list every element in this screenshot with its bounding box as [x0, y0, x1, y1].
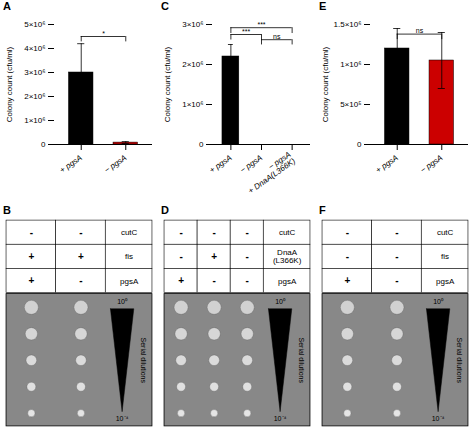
svg-text:Serial dilutions: Serial dilutions [140, 337, 147, 383]
svg-text:-: - [346, 227, 349, 238]
html-text:B: B [3, 204, 11, 216]
svg-text:5×10⁵: 5×10⁵ [340, 100, 361, 109]
svg-text:5×10⁶: 5×10⁶ [24, 20, 45, 29]
svg-text:2×10⁶: 2×10⁶ [24, 92, 45, 101]
svg-text:ns: ns [416, 27, 424, 34]
svg-text:1×10⁶: 1×10⁶ [24, 116, 45, 125]
svg-text:-: - [246, 227, 249, 238]
svg-text:pgsA: pgsA [278, 277, 297, 286]
svg-text:-: - [79, 275, 82, 286]
svg-text:3×10⁶: 3×10⁶ [182, 20, 203, 29]
svg-text:-: - [79, 227, 82, 238]
svg-text:-: - [212, 227, 215, 238]
svg-text:10⁻⁴: 10⁻⁴ [116, 415, 129, 422]
svg-text:-: - [30, 227, 33, 238]
svg-text:10⁰: 10⁰ [433, 298, 444, 305]
svg-text:+: + [211, 251, 217, 262]
svg-text:+: + [344, 275, 350, 286]
svg-text:Colony count (cfu/ml): Colony count (cfu/ml) [321, 46, 330, 122]
svg-text:-: - [395, 227, 398, 238]
svg-text:+: + [178, 275, 184, 286]
svg-text:− pgsA: − pgsA [103, 153, 129, 175]
svg-text:+ pgsA: + pgsA [58, 153, 84, 175]
svg-text:-: - [212, 275, 215, 286]
svg-text:10⁰: 10⁰ [117, 298, 128, 305]
svg-text:cutC: cutC [121, 228, 138, 237]
svg-text:Colony count (cfu/ml): Colony count (cfu/ml) [5, 46, 14, 122]
svg-text:0: 0 [199, 140, 204, 149]
svg-text:cutC: cutC [279, 228, 296, 237]
html-text:E: E [319, 0, 327, 12]
svg-text:1×10⁶: 1×10⁶ [340, 60, 361, 69]
svg-text:1×10⁶: 1×10⁶ [182, 100, 203, 109]
svg-text:+ pgsA: + pgsA [208, 153, 234, 175]
svg-text:− pgsA: − pgsA [419, 153, 445, 175]
svg-text:+ pgsA: + pgsA [374, 153, 400, 175]
svg-text:-: - [246, 275, 249, 286]
svg-text:3×10⁶: 3×10⁶ [24, 68, 45, 77]
svg-text:10⁻⁴: 10⁻⁴ [274, 415, 287, 422]
svg-text:+: + [78, 251, 84, 262]
html-text:A: A [3, 0, 11, 12]
html-text:C: C [161, 0, 169, 12]
svg-text:-: - [246, 251, 249, 262]
svg-text:-: - [395, 251, 398, 262]
svg-text:0: 0 [357, 140, 362, 149]
svg-text:10⁰: 10⁰ [275, 298, 286, 305]
svg-text:DnaA(L366K): DnaA(L366K) [273, 248, 302, 265]
svg-text:-: - [179, 251, 182, 262]
svg-text:− pgsA+ DnaA(L366K): − pgsA+ DnaA(L366K) [242, 150, 297, 196]
svg-text:10⁻⁴: 10⁻⁴ [432, 415, 445, 422]
html-text:F: F [319, 204, 326, 216]
svg-text:fis: fis [441, 252, 449, 261]
svg-text:cutC: cutC [437, 228, 454, 237]
svg-text:-: - [179, 227, 182, 238]
html-text:D: D [161, 204, 169, 216]
svg-text:+: + [28, 275, 34, 286]
svg-text:− pgsA: − pgsA [238, 153, 264, 175]
svg-text:4×10⁶: 4×10⁶ [24, 44, 45, 53]
svg-text:***: *** [257, 21, 265, 28]
svg-text:pgsA: pgsA [120, 277, 139, 286]
svg-text:***: *** [242, 28, 250, 35]
svg-text:1.5×10⁶: 1.5×10⁶ [334, 20, 362, 29]
svg-text:Serial dilutions: Serial dilutions [456, 337, 463, 383]
svg-text:-: - [346, 251, 349, 262]
svg-text:ns: ns [273, 33, 281, 40]
svg-text:*: * [102, 30, 105, 37]
svg-text:Colony count (cfu/ml): Colony count (cfu/ml) [163, 46, 172, 122]
svg-text:0: 0 [41, 140, 46, 149]
svg-text:-: - [395, 275, 398, 286]
svg-text:pgsA: pgsA [436, 277, 455, 286]
svg-text:fis: fis [125, 252, 133, 261]
svg-text:Serial dilutions: Serial dilutions [298, 337, 305, 383]
svg-text:+: + [28, 251, 34, 262]
svg-text:2×10⁶: 2×10⁶ [182, 60, 203, 69]
